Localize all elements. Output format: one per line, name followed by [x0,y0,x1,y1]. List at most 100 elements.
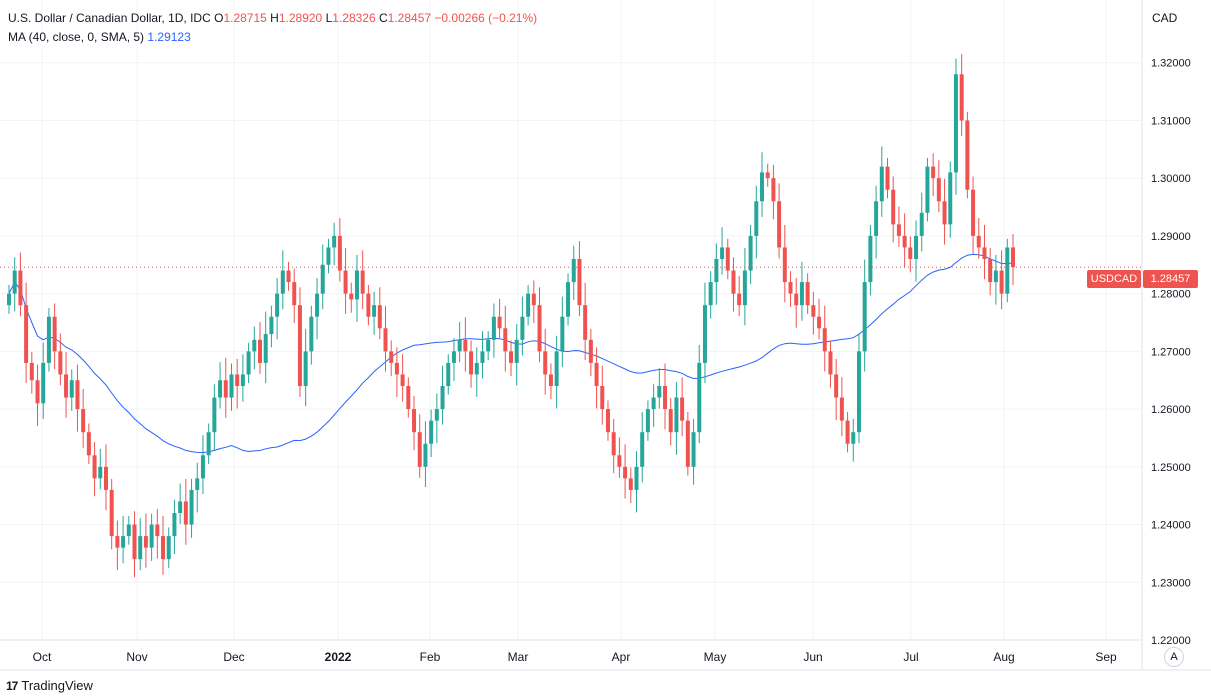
candle-body [771,178,776,202]
candle-body [297,305,302,386]
candle-body [115,536,120,548]
candle-body [605,409,610,433]
candle-body [988,259,993,283]
candle-body [412,409,417,433]
candle-body [349,293,354,300]
y-tick-label: 1.27000 [1151,346,1191,358]
currency-label[interactable]: CAD [1152,11,1178,25]
auto-scale-button[interactable]: A [1164,647,1184,667]
candle-body [354,270,359,300]
y-tick-label: 1.22000 [1151,635,1191,647]
candle-body [714,259,719,283]
close-label: C [379,11,388,25]
candle-body [611,432,616,456]
candle-body [623,466,628,479]
y-tick-label: 1.24000 [1151,520,1191,532]
low-value: 1.28326 [332,11,376,25]
candle-body [400,374,405,386]
candle-body [959,74,964,121]
candle-body [919,212,924,236]
x-tick-label: Apr [612,650,631,664]
candle-body [817,316,822,329]
ma-label[interactable]: MA (40, close, 0, SMA, 5) [8,30,145,44]
candle-body [155,524,160,537]
low-label: L [325,11,333,25]
candle-body [942,201,947,225]
candle-body [748,235,753,271]
symbol-title[interactable]: U.S. Dollar / Canadian Dollar, 1D, IDC [8,11,211,25]
last-price-value-badge: 1.28457 [1143,270,1198,288]
candle-body [588,339,593,363]
candle-body [29,362,34,381]
candle-body [172,513,177,537]
candle-body [834,374,839,398]
candle-body [645,409,650,433]
tradingview-logo-icon: 17 [6,678,18,693]
candle-body [389,351,394,363]
candle-body [497,316,502,329]
candle-body [92,455,97,479]
candle-body [953,74,958,173]
candle-body [332,235,337,248]
candle-body [46,316,51,363]
candle-body [457,339,462,352]
chart-legend: U.S. Dollar / Canadian Dollar, 1D, IDC O… [8,9,537,47]
candle-body [948,172,953,225]
candle-body [914,235,919,259]
candle-body [640,432,645,467]
y-tick-label: 1.29000 [1151,231,1191,243]
candle-body [765,172,770,179]
candle-body [206,432,211,456]
candle-body [303,351,308,386]
candle-body [663,386,668,410]
candle-body [702,305,707,363]
candle-body [617,455,622,467]
candle-body [931,166,936,179]
candle-body [75,380,80,410]
x-tick-label: 2022 [325,650,352,664]
candle-body [469,351,474,375]
x-tick-label: Jun [803,650,822,664]
candle-body [377,305,382,329]
candle-body [685,420,690,467]
candle-body [971,189,976,236]
candle-body [149,524,154,548]
candle-body [263,334,268,363]
candle-body [446,362,451,386]
candle-body [908,247,913,259]
candle-body [280,270,285,294]
candle-body [799,282,804,306]
candle-body [178,501,183,513]
candle-body [965,120,970,190]
candle-body [537,305,542,352]
candle-body [315,293,320,317]
candle-body [811,305,816,317]
candle-body [856,351,861,433]
candle-body [548,374,553,386]
y-tick-label: 1.25000 [1151,462,1191,474]
candle-body [286,270,291,283]
candle-body [828,351,833,375]
candle-body [754,201,759,236]
candle-body [805,282,810,306]
candle-body [69,380,74,398]
candle-body [372,305,377,317]
x-tick-label: Dec [223,650,244,664]
candle-body [52,316,57,352]
candle-body [982,247,987,259]
candle-body [486,339,491,352]
tradingview-brand[interactable]: 17 TradingView [6,678,93,693]
brand-name: TradingView [21,678,93,693]
candle-body [35,380,40,404]
candle-body [1005,247,1010,294]
y-tick-label: 1.31000 [1151,115,1191,127]
candle-body [925,166,930,213]
candle-body [879,166,884,202]
ohlc-row: U.S. Dollar / Canadian Dollar, 1D, IDC O… [8,9,537,28]
candle-body [103,466,108,490]
candle-body [503,328,508,352]
candle-body [451,351,456,363]
candle-body [258,339,262,363]
candle-body [822,328,827,352]
